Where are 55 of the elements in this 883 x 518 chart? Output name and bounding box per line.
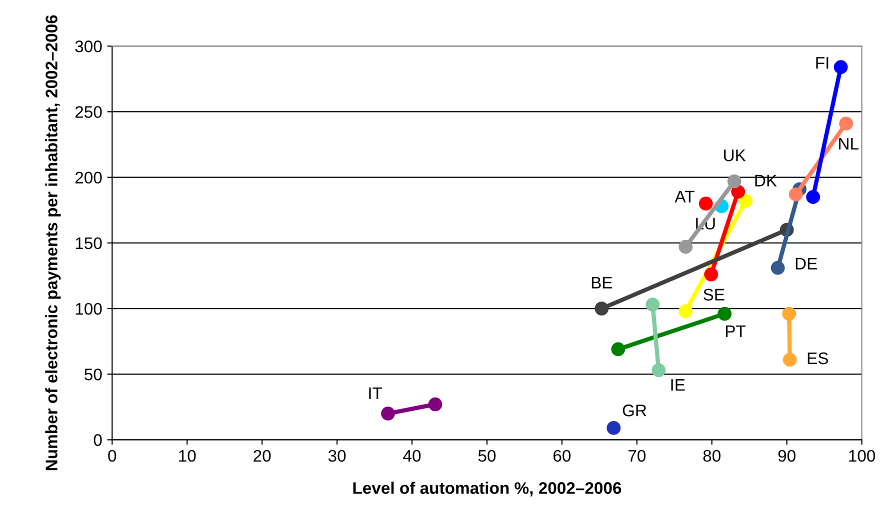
point — [594, 302, 609, 316]
y-tick-label: 50 — [84, 368, 102, 380]
series-label: FI — [816, 57, 828, 69]
point — [782, 352, 797, 367]
series-label: BE — [592, 276, 612, 288]
point — [611, 342, 626, 356]
series-label: DK — [755, 174, 777, 186]
point — [678, 304, 693, 318]
x-tick-label: 70 — [628, 450, 646, 462]
series-label: DE — [796, 258, 817, 270]
series-label: NL — [839, 138, 858, 150]
series-label: ES — [808, 352, 828, 364]
x-tick-label: 60 — [554, 450, 571, 462]
point — [839, 116, 854, 130]
point — [704, 267, 718, 282]
point — [718, 306, 732, 321]
y-axis-title: Number of electronic payments per inhabitant, 2002–2006 — [45, 15, 61, 470]
point — [770, 260, 785, 275]
series-label: UK — [724, 150, 746, 162]
point — [782, 306, 796, 321]
series-label: AT — [674, 190, 694, 202]
x-tick-label: 10 — [179, 450, 196, 462]
y-tick-label: 100 — [76, 302, 102, 315]
point — [834, 60, 848, 74]
x-tick-label: 100 — [849, 450, 876, 462]
y-tick-label: 0 — [94, 434, 102, 446]
x-tick-label: 90 — [778, 450, 796, 462]
point — [646, 298, 660, 312]
point — [727, 174, 742, 188]
point — [606, 421, 621, 435]
x-tick-label: 30 — [328, 450, 346, 462]
point — [738, 194, 753, 208]
point — [731, 184, 746, 199]
x-tick-label: 0 — [108, 450, 116, 462]
x-tick-label: 20 — [254, 450, 271, 462]
x-tick-label: 50 — [478, 450, 496, 462]
series-label: GR — [622, 404, 646, 416]
y-tick-label: 250 — [75, 106, 102, 118]
y-tick-label: 200 — [75, 172, 102, 184]
series-label: PT — [726, 326, 746, 337]
series-label: IT — [369, 388, 382, 399]
x-tick-label: 80 — [703, 450, 720, 462]
y-tick-label: 300 — [75, 40, 102, 52]
point — [428, 397, 442, 412]
point — [652, 363, 666, 378]
x-axis-title: Level of automation %, 2002–2006 — [353, 482, 622, 496]
series-label: SE — [704, 288, 724, 301]
series-label: IE — [671, 379, 685, 391]
point — [678, 240, 693, 254]
y-tick-label: 150 — [76, 237, 102, 250]
point — [788, 187, 803, 202]
point — [806, 190, 820, 204]
x-tick-label: 40 — [403, 450, 421, 462]
point — [698, 196, 713, 211]
point — [381, 406, 395, 420]
